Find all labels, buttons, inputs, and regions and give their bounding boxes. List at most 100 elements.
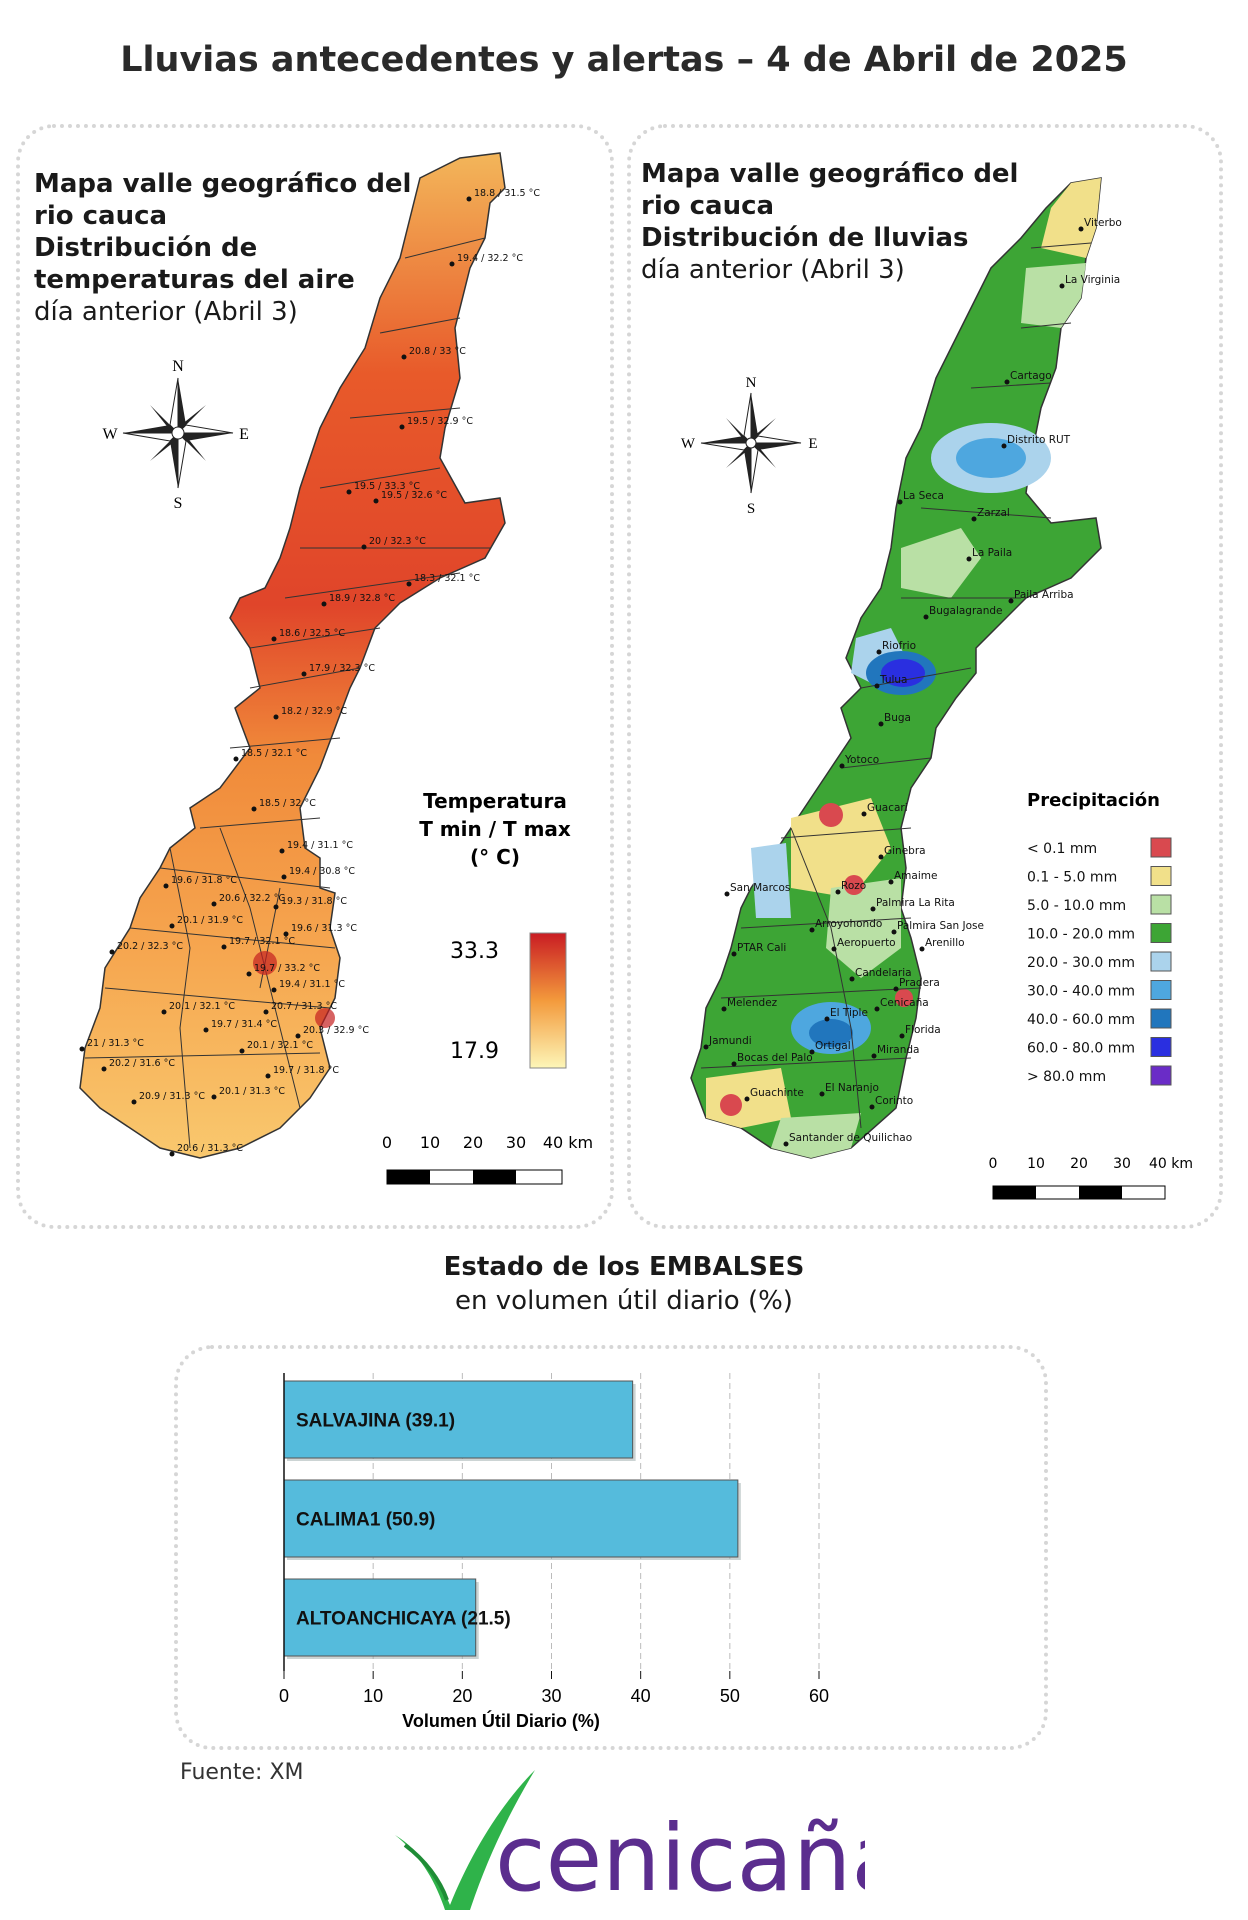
temperature-station-dot <box>263 1009 269 1015</box>
rain-place-label: Zarzal <box>977 507 1010 519</box>
rain-place-label: El Tiple <box>830 1007 868 1019</box>
svg-text:W: W <box>102 426 118 443</box>
temperature-station-dot <box>251 806 257 812</box>
rain-place-label: Paila Arriba <box>1014 589 1074 601</box>
rain-place-dot <box>971 516 977 522</box>
temperature-station-dot <box>265 1073 271 1079</box>
precipitation-legend-label: 5.0 - 10.0 mm <box>1027 898 1126 914</box>
rain-place-label: La Paila <box>972 547 1012 559</box>
temperature-station-label: 20.7 / 31.3 °C <box>271 1001 337 1012</box>
temperature-station-label: 19.4 / 31.1 °C <box>287 840 353 851</box>
rain-place-label: Guachinte <box>750 1087 804 1099</box>
rain-place-label: Amaime <box>894 870 937 882</box>
temperature-station-label: 19.6 / 31.8 °C <box>171 875 237 886</box>
rain-place-label: Santander de Quilichao <box>789 1132 912 1144</box>
rain-place-dot <box>783 1141 789 1147</box>
rain-place-label: Yotoco <box>844 754 879 766</box>
rain-place-label: Viterbo <box>1084 217 1122 229</box>
precipitation-legend-swatch <box>1150 923 1172 943</box>
temperature-station-dot <box>211 901 217 907</box>
rain-place-dot <box>871 1053 877 1059</box>
precipitation-legend-label: 20.0 - 30.0 mm <box>1027 955 1135 971</box>
rain-place-dot <box>1001 443 1007 449</box>
temperature-station-dot <box>346 489 352 495</box>
rain-place-dot <box>724 891 730 897</box>
rain-place-label: El Naranjo <box>825 1082 879 1094</box>
rain-place-label: Arenillo <box>925 937 965 949</box>
temperature-cell-lines <box>84 237 490 1149</box>
rain-place-dot <box>1008 598 1014 604</box>
dam-tick-label: 60 <box>809 1686 829 1706</box>
temperature-station-label: 19.4 / 30.8 °C <box>289 866 355 877</box>
rain-place-label: Pradera <box>899 977 940 989</box>
rain-place-label: Distrito RUT <box>1007 434 1071 446</box>
rain-place-dot <box>966 556 972 562</box>
rain-place-label: Tulua <box>879 674 907 686</box>
temperature-station-dot <box>101 1066 107 1072</box>
source-note: Fuente: XM <box>180 1760 304 1785</box>
temperature-station-label: 20.1 / 32.1 °C <box>247 1040 313 1051</box>
dam-chart-ticks: 0 10 20 30 40 50 60 <box>279 1671 829 1706</box>
temperature-station-dot <box>211 1094 217 1100</box>
precipitation-legend-swatch <box>1150 1037 1172 1057</box>
temperature-station-dot <box>281 874 287 880</box>
rain-place-label: Ortigal <box>815 1040 851 1052</box>
rain-place-label: La Seca <box>903 490 944 502</box>
rain-places: Viterbo La Virginia Cartago Distrito RUT La … <box>703 217 1122 1147</box>
precipitation-legend-swatch <box>1150 951 1172 972</box>
rain-place-label: Cenicaña <box>880 997 929 1009</box>
dam-tick-label: 30 <box>541 1686 561 1706</box>
temperature-station-label: 18.6 / 32.5 °C <box>279 628 345 639</box>
dam-chart-bars: SALVAJINA (39.1) CALIMA1 (50.9) ALTOANCHIC… <box>283 1380 741 1659</box>
rain-place-dot <box>874 683 880 689</box>
temperature-station-dot <box>301 671 307 677</box>
temperature-station-dot <box>273 904 279 910</box>
rain-place-label: Guacari <box>867 802 908 814</box>
rain-place-label: San Marcos <box>730 882 790 894</box>
dam-chart-panel: SALVAJINA (39.1) CALIMA1 (50.9) ALTOANCHIC… <box>174 1345 1048 1750</box>
temperature-station-label: 20.6 / 31.3 °C <box>177 1143 243 1154</box>
temperature-station-label: 20.1 / 32.1 °C <box>169 1001 235 1012</box>
temperature-station-label: 19.4 / 32.2 °C <box>457 253 523 264</box>
temperature-station-dot <box>79 1046 85 1052</box>
temperature-station-label: 18.5 / 32.1 °C <box>241 748 307 759</box>
temperature-station-dot <box>271 636 277 642</box>
rain-place-dot <box>1004 379 1010 385</box>
dam-bar-label: ALTOANCHICAYA (21.5) <box>296 1609 511 1630</box>
temperature-station-dot <box>233 756 239 762</box>
svg-text:Temperatura: Temperatura <box>423 789 567 813</box>
temperature-station-label: 21 / 31.3 °C <box>87 1038 144 1049</box>
rain-place-label: Rozo <box>841 880 866 892</box>
svg-text:10: 10 <box>1027 1156 1045 1172</box>
temperature-station-dot <box>373 498 379 504</box>
svg-text:40 km: 40 km <box>543 1133 593 1152</box>
rain-place-dot <box>819 1091 825 1097</box>
temperature-station-label: 18.9 / 32.8 °C <box>329 593 395 604</box>
svg-text:cenicaña: cenicaña <box>495 1805 865 1912</box>
precipitation-legend-swatch <box>1150 894 1172 915</box>
temperature-station-dot <box>449 261 455 267</box>
svg-text:20: 20 <box>463 1133 483 1152</box>
precipitation-legend: Precipitación < 0.1 mm 0.1 - 5.0 mm 5.0 - … <box>1027 790 1172 1086</box>
rain-place-dot <box>899 1033 905 1039</box>
temperature-station-label: 20.3 / 32.9 °C <box>303 1025 369 1036</box>
temperature-station-dot <box>279 848 285 854</box>
svg-text:20: 20 <box>1070 1156 1088 1172</box>
rain-place-label: Candelaria <box>855 967 912 979</box>
precipitation-legend-label: 0.1 - 5.0 mm <box>1027 870 1117 886</box>
temperature-station-label: 19.7 / 32.1 °C <box>229 936 295 947</box>
rain-place-label: Melendez <box>727 997 778 1009</box>
rain-place-label: Ginebra <box>884 845 926 857</box>
temperature-station-dot <box>109 949 115 955</box>
rain-place-dot <box>923 614 929 620</box>
temperature-station-label: 19.7 / 33.2 °C <box>254 963 320 974</box>
rain-place-dot <box>1078 226 1084 232</box>
dam-x-axis-label: Volumen Útil Diario (%) <box>402 1710 600 1731</box>
temperature-station-label: 19.3 / 31.8 °C <box>281 896 347 907</box>
temperature-station-dot <box>131 1099 137 1105</box>
svg-text:(° C): (° C) <box>470 845 520 869</box>
dam-bar-label: SALVAJINA (39.1) <box>296 1411 455 1432</box>
temperature-station-label: 19.7 / 31.8 °C <box>273 1065 339 1076</box>
rain-place-dot <box>703 1044 709 1050</box>
svg-text:S: S <box>747 501 755 517</box>
